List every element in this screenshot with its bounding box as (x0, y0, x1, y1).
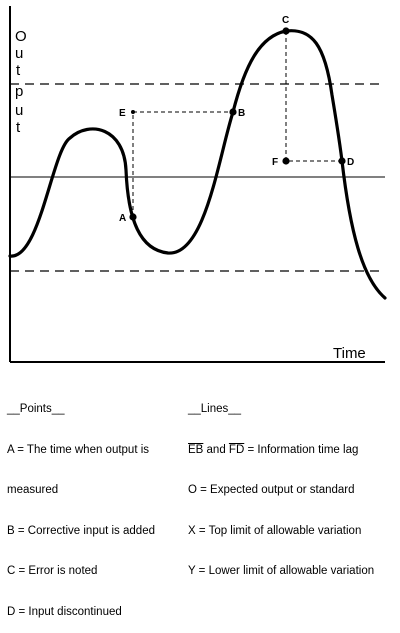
point-d-label: D (347, 157, 354, 168)
line-and-text: and (203, 443, 229, 456)
points-legend-item: D = Input discontinued (7, 605, 122, 618)
lines-legend-item-time-lag: EB and FD = Information time lag (188, 444, 374, 458)
points-legend-item: B = Corrective input is added (7, 524, 155, 537)
point-d-marker (338, 157, 346, 165)
y-axis-letter-o: O (15, 28, 27, 45)
lines-legend-item: Y = Lower limit of allowable variation (188, 565, 375, 577)
point-c-marker (282, 27, 290, 35)
control-process-diagram: O u t p u t A B C D E F Time (8, 6, 387, 363)
y-axis-letter-u2: u (15, 102, 23, 119)
output-curve (8, 29, 387, 300)
point-a-marker (129, 213, 137, 221)
points-legend-item: measured (7, 484, 59, 496)
point-e-label: E (119, 108, 126, 119)
point-f-label: F (272, 157, 278, 168)
point-e-marker (131, 110, 135, 114)
point-a-label: A (119, 213, 126, 224)
y-axis-letter-p: p (15, 83, 23, 100)
x-axis-label: Time (333, 345, 366, 362)
points-legend-item: A = The time when output is (7, 443, 150, 456)
lines-legend-heading: __Lines__ (188, 403, 242, 415)
point-b-marker (229, 108, 237, 116)
line-fd-label: FD (228, 443, 245, 456)
point-b-label: B (238, 108, 245, 119)
line-eb-label: EB (188, 443, 204, 456)
lines-legend: __Lines__ EB and FD = Information time l… (188, 376, 374, 592)
point-f-marker (282, 157, 290, 165)
y-axis-letter-t: t (16, 62, 21, 79)
points-legend-item: C = Error is noted (7, 565, 98, 577)
y-axis-letter-t2: t (16, 119, 21, 136)
time-lag-description: = Information time lag (244, 443, 359, 456)
points-legend: __Points__ A = The time when output is m… (7, 376, 155, 633)
lines-legend-item: O = Expected output or standard (188, 484, 355, 496)
point-c-label: C (282, 15, 289, 26)
points-legend-heading: __Points__ (7, 403, 65, 415)
lines-legend-item: X = Top limit of allowable variation (188, 524, 362, 537)
y-axis-letter-u: u (15, 45, 23, 62)
